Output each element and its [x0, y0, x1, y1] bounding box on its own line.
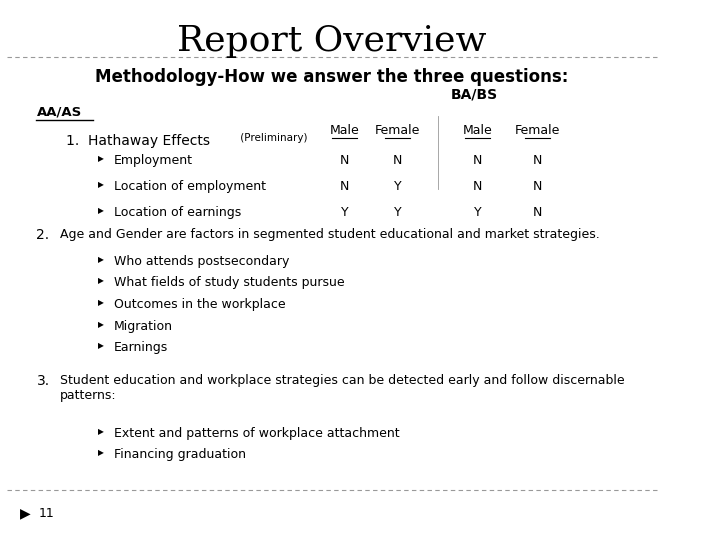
Text: ▶: ▶: [98, 427, 104, 436]
Text: Location of earnings: Location of earnings: [114, 206, 241, 219]
Text: Outcomes in the workplace: Outcomes in the workplace: [114, 298, 286, 311]
Text: Who attends postsecondary: Who attends postsecondary: [114, 255, 289, 268]
Text: AA/AS: AA/AS: [37, 105, 82, 118]
Text: Student education and workplace strategies can be detected early and follow disc: Student education and workplace strategi…: [60, 374, 624, 402]
Text: 3.: 3.: [37, 374, 50, 388]
Text: N: N: [393, 154, 402, 167]
Text: Methodology-How we answer the three questions:: Methodology-How we answer the three ques…: [95, 68, 568, 85]
Text: N: N: [533, 180, 542, 193]
Text: 1.  Hathaway Effects: 1. Hathaway Effects: [66, 134, 210, 148]
Text: Y: Y: [394, 206, 402, 219]
Text: Y: Y: [394, 180, 402, 193]
Text: Male: Male: [462, 124, 492, 137]
Text: ▶: ▶: [98, 298, 104, 307]
Text: ▶: ▶: [98, 276, 104, 286]
Text: Employment: Employment: [114, 154, 193, 167]
Text: Location of employment: Location of employment: [114, 180, 266, 193]
Text: Male: Male: [330, 124, 360, 137]
Text: Female: Female: [515, 124, 560, 137]
Text: N: N: [533, 154, 542, 167]
Text: BA/BS: BA/BS: [451, 87, 498, 102]
Text: N: N: [340, 180, 349, 193]
Text: ▶: ▶: [98, 206, 104, 215]
Text: Y: Y: [474, 206, 481, 219]
Text: Financing graduation: Financing graduation: [114, 448, 246, 461]
Text: ▶: ▶: [98, 448, 104, 457]
Text: N: N: [473, 180, 482, 193]
Text: ▶: ▶: [98, 320, 104, 329]
Text: What fields of study students pursue: What fields of study students pursue: [114, 276, 345, 289]
Text: Female: Female: [375, 124, 420, 137]
Text: ▶: ▶: [98, 255, 104, 264]
Text: ▶: ▶: [98, 180, 104, 189]
Text: Report Overview: Report Overview: [177, 24, 486, 58]
Text: N: N: [473, 154, 482, 167]
Text: ▶: ▶: [98, 154, 104, 163]
Text: Migration: Migration: [114, 320, 173, 333]
Text: N: N: [533, 206, 542, 219]
Text: (Preliminary): (Preliminary): [238, 133, 308, 143]
Text: Earnings: Earnings: [114, 341, 168, 354]
Text: 11: 11: [38, 507, 54, 519]
Text: Age and Gender are factors in segmented student educational and market strategie: Age and Gender are factors in segmented …: [60, 228, 600, 241]
Text: Y: Y: [341, 206, 348, 219]
Text: 2.: 2.: [37, 228, 50, 242]
Text: ▶: ▶: [20, 507, 30, 521]
Text: ▶: ▶: [98, 341, 104, 350]
Text: N: N: [340, 154, 349, 167]
Text: Extent and patterns of workplace attachment: Extent and patterns of workplace attachm…: [114, 427, 400, 440]
